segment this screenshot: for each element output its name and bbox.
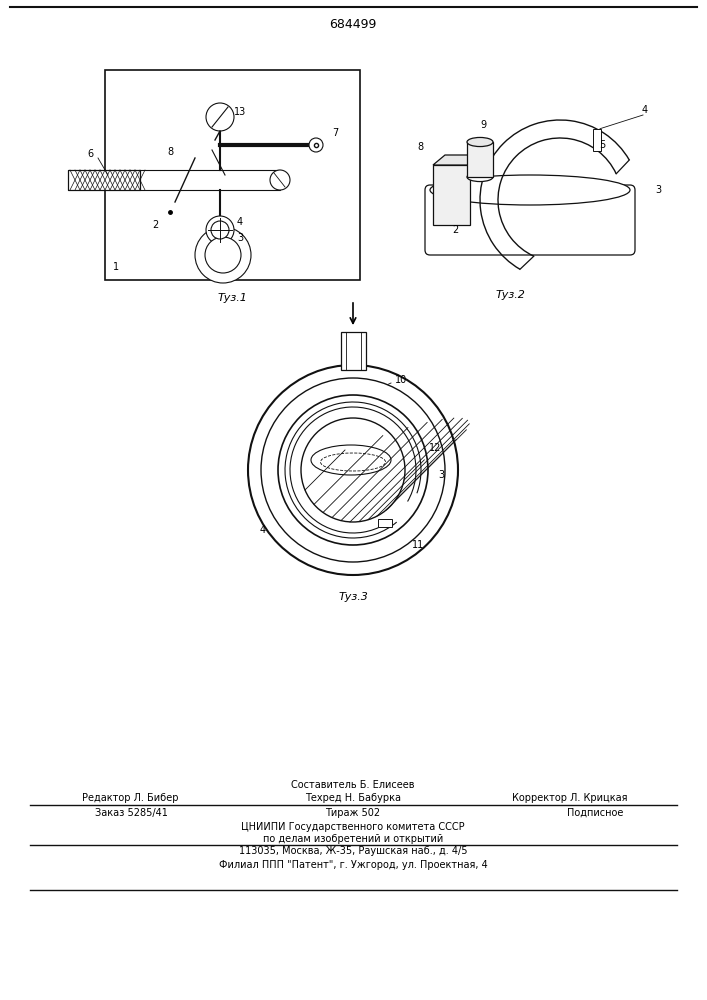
Bar: [68, 170, 140, 190]
Text: Корректор Л. Крицкая: Корректор Л. Крицкая: [513, 793, 628, 803]
Polygon shape: [433, 165, 470, 225]
Circle shape: [211, 221, 229, 239]
Bar: [68, 170, 140, 190]
Text: 10: 10: [395, 375, 407, 385]
Ellipse shape: [430, 175, 630, 205]
Circle shape: [206, 103, 234, 131]
Bar: [140, 170, 280, 190]
Text: ЦНИИПИ Государственного комитета СССР: ЦНИИПИ Государственного комитета СССР: [241, 822, 464, 832]
Text: 4: 4: [237, 217, 243, 227]
Circle shape: [206, 216, 234, 244]
Text: Техред Н. Бабурка: Техред Н. Бабурка: [305, 793, 401, 803]
Text: 8: 8: [167, 147, 173, 157]
Bar: [341, 332, 366, 370]
Circle shape: [301, 418, 405, 522]
Text: Τуз.1: Τуз.1: [217, 293, 247, 303]
Circle shape: [270, 170, 290, 190]
FancyBboxPatch shape: [425, 185, 635, 255]
Circle shape: [261, 378, 445, 562]
Text: Заказ 5285/41: Заказ 5285/41: [95, 808, 168, 818]
Text: 13: 13: [234, 107, 246, 117]
Text: 9: 9: [480, 120, 486, 130]
Text: 3: 3: [438, 470, 444, 480]
Text: 2: 2: [452, 225, 458, 235]
Circle shape: [195, 227, 251, 283]
Text: 11: 11: [412, 540, 424, 550]
Polygon shape: [433, 155, 482, 165]
Text: 113035, Москва, Ж-35, Раушская наб., д. 4/5: 113035, Москва, Ж-35, Раушская наб., д. …: [239, 846, 467, 856]
Text: Τуз.3: Τуз.3: [338, 592, 368, 602]
Text: 6: 6: [87, 149, 93, 159]
Bar: [378, 519, 392, 527]
Text: Тираж 502: Тираж 502: [325, 808, 380, 818]
Circle shape: [278, 395, 428, 545]
Ellipse shape: [467, 137, 493, 147]
Text: Филиал ППП "Патент", г. Ужгород, ул. Проектная, 4: Филиал ППП "Патент", г. Ужгород, ул. Про…: [218, 860, 487, 870]
Ellipse shape: [467, 172, 493, 182]
Circle shape: [205, 237, 241, 273]
Text: 4: 4: [642, 105, 648, 115]
Bar: [593, 129, 601, 151]
Text: 7: 7: [332, 128, 338, 138]
Text: 5: 5: [599, 140, 605, 150]
Text: по делам изобретений и открытий: по делам изобретений и открытий: [263, 834, 443, 844]
Bar: [105, 70, 360, 280]
Circle shape: [248, 365, 458, 575]
Text: 3: 3: [655, 185, 661, 195]
Text: Редактор Л. Бибер: Редактор Л. Бибер: [82, 793, 178, 803]
Text: 4: 4: [260, 525, 266, 535]
Text: 8: 8: [417, 142, 423, 152]
Text: 2: 2: [152, 220, 158, 230]
Text: 12: 12: [429, 443, 441, 453]
Text: Составитель Б. Елисеев: Составитель Б. Елисеев: [291, 780, 415, 790]
Text: Подписное: Подписное: [567, 808, 623, 818]
Bar: [467, 142, 493, 177]
Text: 3: 3: [237, 233, 243, 243]
Circle shape: [309, 138, 323, 152]
Text: 684499: 684499: [329, 18, 377, 31]
Text: 1: 1: [113, 262, 119, 272]
Text: Τуз.2: Τуз.2: [495, 290, 525, 300]
